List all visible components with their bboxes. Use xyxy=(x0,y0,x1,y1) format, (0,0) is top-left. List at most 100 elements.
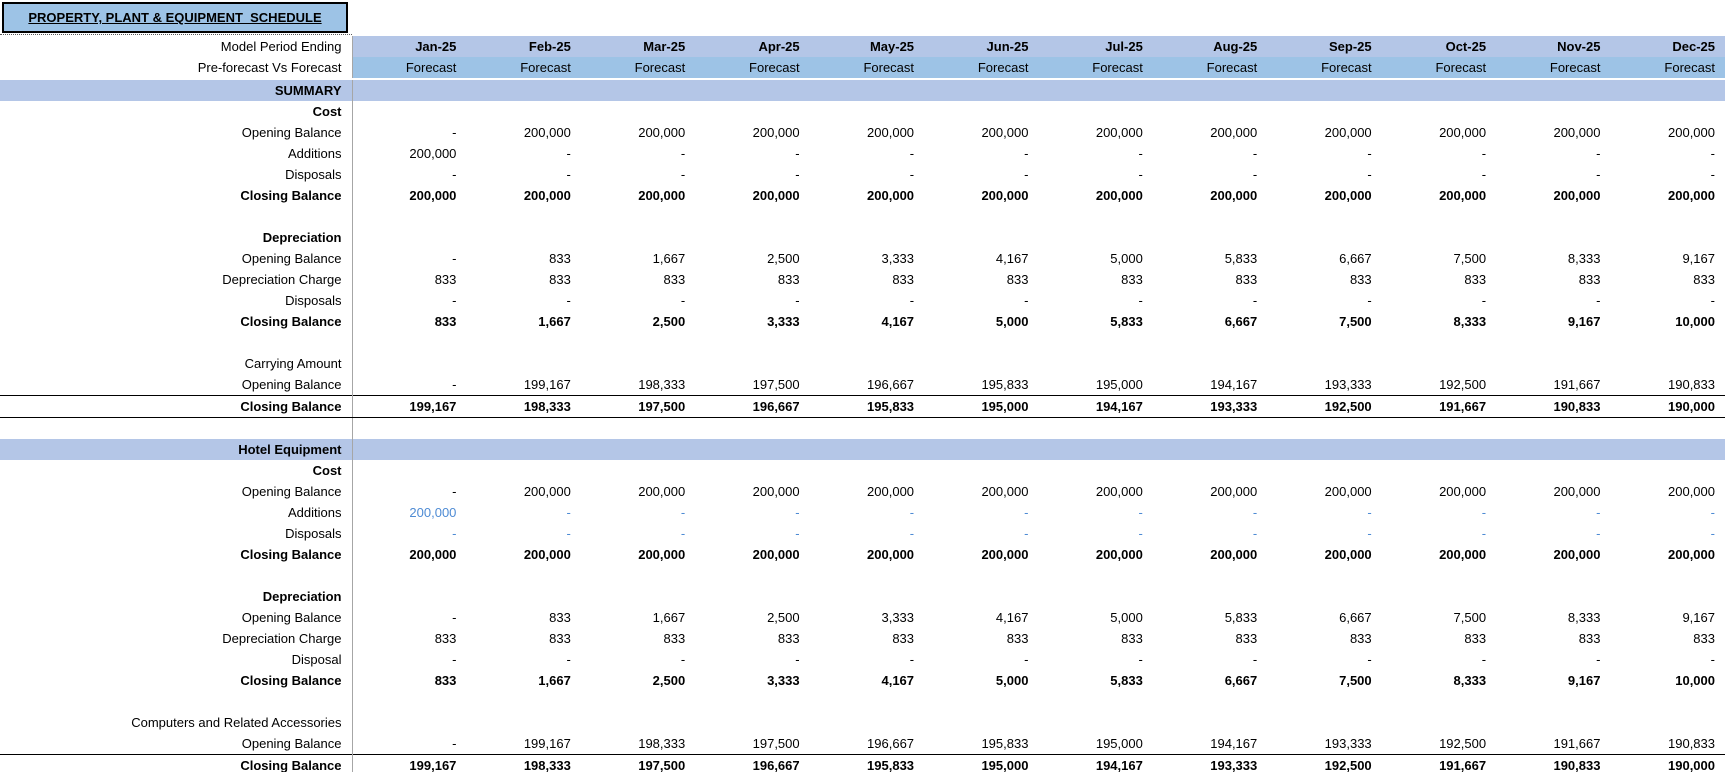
cell[interactable] xyxy=(695,691,809,712)
cell[interactable]: 199,167 xyxy=(523,377,571,392)
cell[interactable] xyxy=(1038,691,1152,712)
cell[interactable]: 200,000 xyxy=(867,547,915,562)
cell[interactable]: - xyxy=(909,167,915,182)
month-header-cell[interactable]: Sep-25 xyxy=(1267,36,1382,57)
sheet-title[interactable]: PROPERTY, PLANT & EQUIPMENT SCHEDULE xyxy=(2,2,348,33)
cell[interactable]: - xyxy=(680,526,686,541)
cell[interactable] xyxy=(810,586,924,607)
cell[interactable] xyxy=(695,586,809,607)
cell[interactable] xyxy=(581,460,695,481)
cell[interactable]: 200,000 xyxy=(523,125,571,140)
cell[interactable] xyxy=(1038,101,1152,122)
cell[interactable] xyxy=(695,439,810,460)
cell[interactable]: 7,500 xyxy=(1339,314,1372,329)
cell[interactable]: 2,500 xyxy=(652,673,686,688)
cell[interactable]: 200,000 xyxy=(409,505,457,520)
cell[interactable] xyxy=(924,353,1038,374)
row-label[interactable]: Opening Balance xyxy=(0,374,353,396)
cell[interactable]: 200,000 xyxy=(638,188,686,203)
cell[interactable] xyxy=(1267,418,1381,440)
cell[interactable]: 200,000 xyxy=(1553,484,1601,499)
cell[interactable] xyxy=(924,206,1038,227)
cell[interactable]: 5,000 xyxy=(1110,251,1143,266)
cell[interactable] xyxy=(695,206,809,227)
cell[interactable] xyxy=(1153,227,1267,248)
cell[interactable]: - xyxy=(452,167,457,182)
cell[interactable]: 200,000 xyxy=(1668,125,1715,140)
cell[interactable]: 200,000 xyxy=(1439,547,1487,562)
cell[interactable]: 200,000 xyxy=(1210,484,1258,499)
cell[interactable]: 833 xyxy=(549,610,571,625)
cell[interactable]: - xyxy=(566,293,571,308)
cell[interactable]: 6,667 xyxy=(1224,314,1258,329)
cell[interactable]: - xyxy=(1138,505,1143,520)
row-label[interactable]: Opening Balance xyxy=(0,122,353,143)
cell[interactable]: - xyxy=(680,167,686,182)
cell[interactable]: 200,000 xyxy=(752,125,800,140)
cell[interactable] xyxy=(1610,353,1725,374)
cell[interactable]: 199,167 xyxy=(352,754,467,772)
row-label[interactable]: Disposals xyxy=(0,290,353,311)
cell[interactable]: - xyxy=(1367,167,1372,182)
row-label[interactable]: Additions xyxy=(0,143,353,164)
cell[interactable]: 833 xyxy=(1349,272,1372,287)
section-header-label[interactable]: SUMMARY xyxy=(0,79,353,101)
cell[interactable]: 833 xyxy=(892,631,915,646)
cell[interactable] xyxy=(581,332,695,353)
cell[interactable] xyxy=(1153,418,1267,440)
month-header-cell[interactable]: Apr-25 xyxy=(695,36,810,57)
cell[interactable] xyxy=(1382,206,1496,227)
row-label[interactable]: Opening Balance xyxy=(0,248,353,269)
cell[interactable]: 200,000 xyxy=(1324,484,1372,499)
cell[interactable]: 5,000 xyxy=(995,314,1029,329)
cell[interactable] xyxy=(695,565,809,586)
cell[interactable]: 200,000 xyxy=(409,146,457,161)
cell[interactable] xyxy=(1382,418,1496,440)
forecast-flag-cell[interactable]: Forecast xyxy=(1267,57,1382,80)
cell[interactable]: - xyxy=(1252,167,1258,182)
cell[interactable]: 200,000 xyxy=(981,484,1029,499)
cell[interactable]: 195,000 xyxy=(924,395,1039,418)
row-label[interactable]: Closing Balance xyxy=(0,754,353,772)
section-header-label[interactable]: Hotel Equipment xyxy=(0,439,353,460)
row-label[interactable] xyxy=(0,691,353,712)
cell[interactable] xyxy=(581,101,695,122)
cell[interactable]: 193,333 xyxy=(1152,754,1268,772)
cell[interactable] xyxy=(581,691,695,712)
forecast-flag-cell[interactable]: Forecast xyxy=(1610,57,1725,80)
cell[interactable]: 196,667 xyxy=(695,395,810,418)
cell[interactable]: 200,000 xyxy=(1553,547,1601,562)
cell[interactable] xyxy=(581,586,695,607)
row-label[interactable]: Closing Balance xyxy=(0,395,353,418)
cell[interactable] xyxy=(1496,332,1610,353)
cell[interactable] xyxy=(581,418,695,440)
cell[interactable]: 1,667 xyxy=(652,251,686,266)
cell[interactable]: 833 xyxy=(1349,631,1372,646)
cell[interactable]: 5,833 xyxy=(1110,314,1143,329)
cell[interactable] xyxy=(924,565,1038,586)
cell[interactable] xyxy=(352,691,466,712)
cell[interactable]: - xyxy=(1024,293,1029,308)
month-header-cell[interactable]: Jun-25 xyxy=(924,36,1039,57)
cell[interactable] xyxy=(581,712,695,733)
cell[interactable]: - xyxy=(452,125,457,140)
cell[interactable]: 198,333 xyxy=(466,395,581,418)
cell[interactable]: - xyxy=(795,526,800,541)
cell[interactable] xyxy=(1610,712,1725,733)
cell[interactable]: 191,667 xyxy=(1381,754,1497,772)
cell[interactable]: 192,500 xyxy=(1439,736,1487,751)
cell[interactable]: 199,167 xyxy=(523,736,571,751)
cell[interactable]: 7,500 xyxy=(1453,610,1487,625)
cell[interactable] xyxy=(1153,460,1267,481)
cell[interactable]: - xyxy=(909,146,915,161)
cell[interactable]: - xyxy=(566,146,571,161)
forecast-flag-cell[interactable]: Forecast xyxy=(1496,57,1611,80)
cell[interactable] xyxy=(1152,79,1268,101)
cell[interactable]: - xyxy=(1252,293,1258,308)
cell[interactable] xyxy=(352,79,467,101)
cell[interactable] xyxy=(924,439,1039,460)
cell[interactable]: 200,000 xyxy=(523,547,571,562)
cell[interactable] xyxy=(1610,691,1725,712)
cell[interactable]: - xyxy=(909,526,915,541)
cell[interactable]: 197,500 xyxy=(580,395,696,418)
